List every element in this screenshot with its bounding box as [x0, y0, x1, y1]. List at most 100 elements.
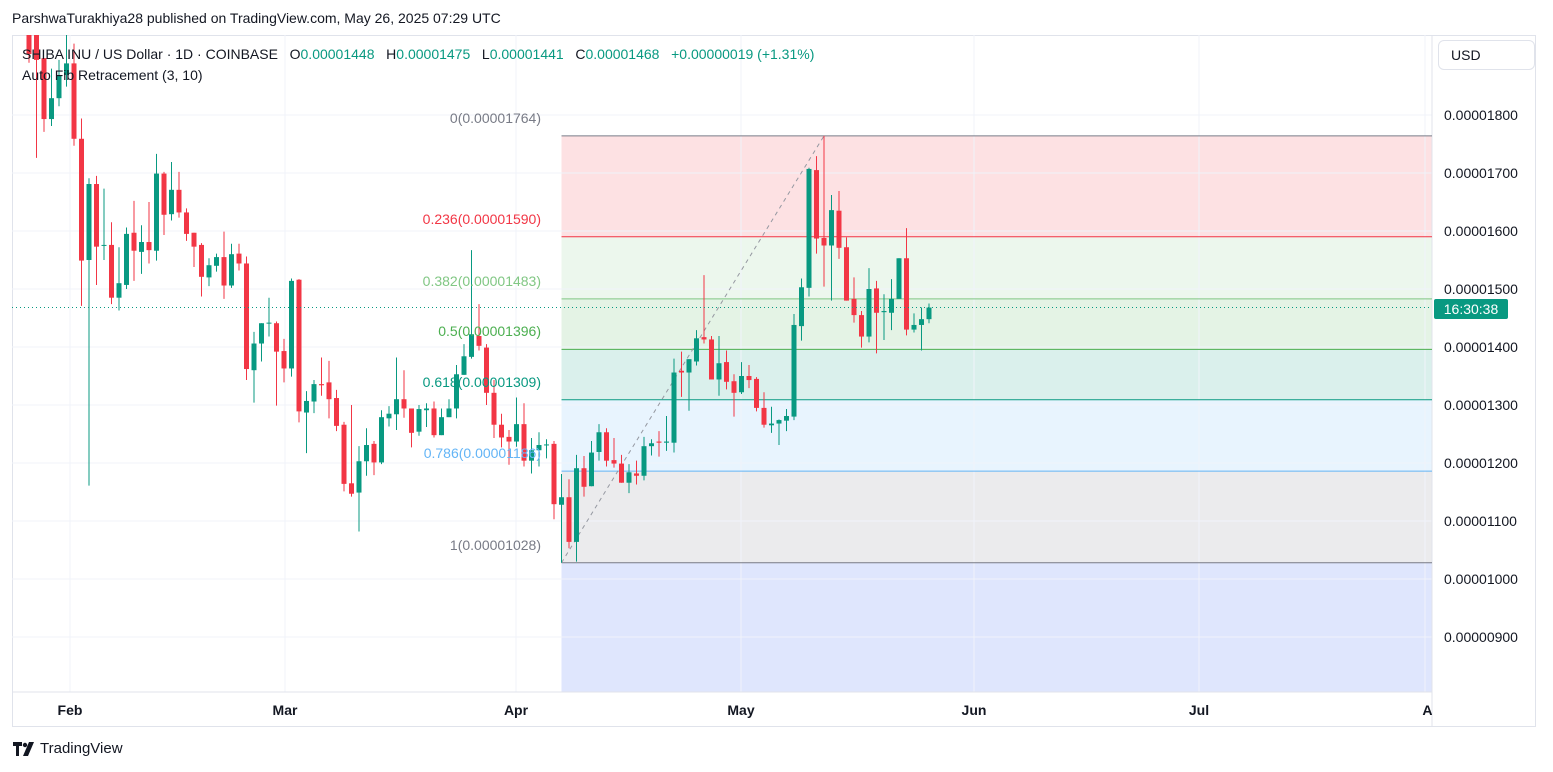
fib-trend-line: [561, 135, 825, 564]
time-axis[interactable]: Feb Mar Apr May Jun Jul Aug: [12, 692, 1432, 728]
fib-label-05: 0.5(0.00001396): [438, 323, 541, 340]
candle-body-up: [739, 376, 744, 393]
candle-body-down: [484, 347, 489, 393]
candle-body-up: [866, 289, 872, 337]
time-tick-aug: Aug: [1422, 702, 1432, 718]
bar-countdown-label: 16:30:38: [1434, 298, 1508, 319]
candle-body-up: [379, 417, 384, 463]
candle-body-up: [469, 334, 474, 357]
close-label: C: [575, 46, 586, 62]
candle-body-down: [859, 315, 864, 337]
candle-body-down: [401, 399, 407, 409]
candle-body-up: [364, 445, 369, 462]
candle-body-up: [799, 287, 804, 327]
candle-body-down: [754, 378, 759, 408]
candle-body-down: [499, 424, 504, 438]
candle-body-up: [589, 452, 594, 487]
fib-zone: [561, 236, 1432, 299]
candle-body-down: [851, 298, 857, 316]
candle-body-down: [319, 384, 324, 386]
fib-zone: [561, 349, 1432, 400]
time-tick-jun: Jun: [961, 702, 987, 718]
fib-label-1: 1(0.00001028): [449, 536, 541, 553]
candle-body-up: [926, 307, 932, 320]
candle-body-up: [776, 420, 782, 424]
candle-body-down: [581, 468, 587, 487]
price-tick: 0.00001200: [1444, 455, 1518, 471]
candle-body-down: [199, 244, 204, 277]
candle-body-down: [904, 258, 909, 330]
candle-body-up: [214, 257, 219, 266]
candle-body-down: [409, 408, 414, 433]
candle-body-up: [671, 372, 677, 443]
candle-body-down: [491, 392, 497, 425]
candle-body-down: [281, 351, 287, 369]
open-value: 0.00001448: [300, 46, 375, 62]
candle-body-down: [611, 460, 617, 464]
candle-body-down: [244, 263, 249, 370]
price-tick: 0.00001600: [1444, 223, 1518, 239]
candle-body-down: [79, 138, 84, 261]
close-value: 0.00001468: [585, 46, 660, 62]
candle-body-down: [724, 362, 729, 382]
candle-body-up: [694, 338, 699, 362]
candle-body-down: [634, 473, 639, 476]
candle-body-down: [326, 382, 332, 400]
candle-body-up: [559, 497, 564, 505]
low-label: L: [481, 46, 490, 62]
candle-body-down: [844, 247, 849, 301]
time-tick-jul: Jul: [1188, 702, 1210, 718]
currency-button[interactable]: USD: [1438, 40, 1535, 70]
candle-body-down: [26, 35, 32, 55]
candle-body-down: [349, 483, 354, 494]
candle-body-up: [791, 324, 797, 417]
candle-body-down: [94, 184, 99, 247]
trend-line: [561, 135, 825, 564]
candle-body-up: [49, 98, 54, 120]
candle-body-down: [604, 432, 609, 461]
candle-body-up: [101, 244, 107, 246]
candle-body-up: [889, 298, 894, 313]
candle-body-down: [619, 463, 624, 483]
fib-zone: [561, 135, 1432, 237]
fib-zones: [561, 135, 1432, 692]
candle-body-up: [686, 359, 692, 373]
candle-body-up: [544, 444, 549, 446]
candle-body-up: [514, 424, 519, 442]
candle-body-up: [439, 417, 444, 436]
candle-body-down: [761, 407, 767, 425]
candle-body-up: [64, 63, 69, 75]
candle-body-down: [236, 253, 242, 264]
candle-body-up: [206, 265, 212, 278]
symbol-title[interactable]: SHIBA INU / US Dollar · 1D · COINBASE: [22, 46, 278, 62]
tradingview-logo[interactable]: TradingView: [13, 740, 123, 757]
candle-body-up: [116, 283, 122, 298]
candle-body-up: [424, 408, 429, 411]
brand-name: TradingView: [40, 740, 123, 757]
fib-zone: [561, 562, 1432, 692]
candle-body-up: [829, 210, 834, 246]
candle-body-up: [626, 472, 632, 483]
indicator-title[interactable]: Auto Fib Retracement (3, 10): [22, 67, 203, 83]
candle-body-up: [716, 363, 722, 380]
time-tick-feb: Feb: [57, 702, 83, 718]
price-tick: 0.00001500: [1444, 281, 1518, 297]
price-tick: 0.00001400: [1444, 339, 1518, 355]
tradingview-logo-icon: [13, 741, 34, 756]
fib-zone: [561, 399, 1432, 472]
candle-body-down: [296, 279, 302, 412]
candle-body-down: [221, 257, 227, 286]
candle-body-down: [679, 370, 684, 373]
fib-label-0236: 0.236(0.00001590): [422, 210, 541, 227]
candle-body-up: [154, 173, 159, 251]
price-tick: 0.00001800: [1444, 107, 1518, 123]
candle-body-down: [874, 288, 879, 313]
candle-body-up: [596, 432, 602, 452]
fib-zone: [561, 471, 1432, 563]
price-tick: 0.00001300: [1444, 397, 1518, 413]
candle-body-up: [664, 441, 669, 443]
candles: [26, 35, 932, 563]
candle-body-down: [191, 232, 197, 247]
fib-label-0: 0(0.00001764): [449, 109, 541, 126]
